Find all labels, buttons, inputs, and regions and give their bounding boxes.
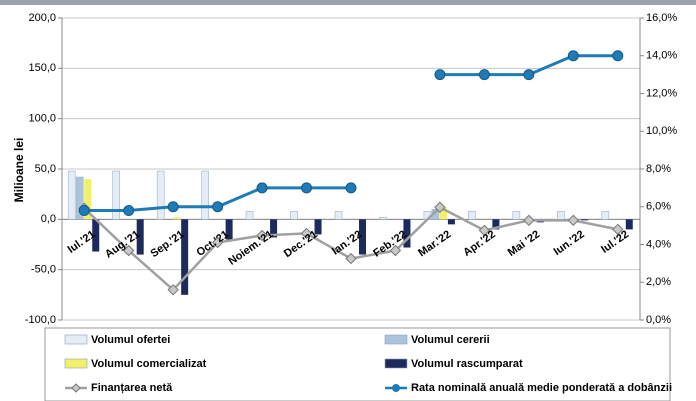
y-tick-label: 100,0 xyxy=(28,113,56,125)
y-tick-label: 50,0 xyxy=(35,163,56,175)
bar xyxy=(403,219,411,248)
legend-swatch xyxy=(384,334,408,345)
marker xyxy=(256,182,268,194)
x-tick-label: Noiem.'21 xyxy=(226,228,275,267)
bar xyxy=(270,219,278,238)
marker xyxy=(167,284,179,296)
x-tick-label: Mai '22 xyxy=(506,228,543,259)
legend-label: Volumul rascumparat xyxy=(411,358,523,370)
bar xyxy=(334,210,343,220)
bar xyxy=(75,176,84,220)
marker xyxy=(389,244,402,257)
bar xyxy=(492,219,500,230)
y-tick-label: 0,0 xyxy=(41,213,56,225)
marker xyxy=(478,224,491,237)
y2-tick-label: 10,0% xyxy=(646,125,677,137)
y2-tick-label: 2,0% xyxy=(646,276,671,288)
y-axis-title: Milioane lei xyxy=(12,138,26,203)
bar xyxy=(379,217,387,220)
marker xyxy=(567,50,579,62)
legend-label: Rata nominală anuală medie ponderată a d… xyxy=(411,382,672,394)
x-tick-label: Oct.'21 xyxy=(194,228,231,259)
bar xyxy=(201,170,209,220)
bar xyxy=(359,219,366,255)
y-tick-label: -50,0 xyxy=(31,264,56,276)
y2-tick-label: 4,0% xyxy=(646,238,671,250)
y2-tick-label: 0,0% xyxy=(646,314,671,326)
legend-marker xyxy=(71,383,81,393)
legend-label: Finanțarea netă xyxy=(91,382,173,394)
marker xyxy=(567,214,580,227)
bar xyxy=(625,219,633,230)
marker xyxy=(434,69,446,81)
marker xyxy=(211,236,224,249)
marker xyxy=(612,50,624,62)
marker xyxy=(256,229,268,242)
x-tick-label: Iun.'22 xyxy=(552,228,587,258)
bar xyxy=(112,170,120,220)
bar xyxy=(92,219,100,252)
bar xyxy=(468,210,476,220)
bar xyxy=(181,219,189,295)
legend-swatch xyxy=(384,358,408,369)
bar xyxy=(225,219,233,240)
bar xyxy=(439,207,447,220)
x-tick-label: Apr.'22 xyxy=(461,228,498,259)
x-tick-label: Mar.'22 xyxy=(416,228,453,259)
marker xyxy=(612,223,624,236)
y2-tick-label: 6,0% xyxy=(646,201,671,213)
legend-marker xyxy=(392,384,400,392)
bar xyxy=(557,210,565,220)
marker xyxy=(123,205,135,217)
bar xyxy=(290,210,298,220)
bar xyxy=(173,217,181,220)
legend-box xyxy=(44,327,671,401)
y2-tick-label: 14,0% xyxy=(646,50,677,62)
marker xyxy=(434,201,446,213)
marker xyxy=(212,201,224,213)
y-tick-label: -100,0 xyxy=(25,314,56,326)
marker xyxy=(345,182,357,194)
legend-swatch xyxy=(64,334,88,345)
legend-label: Volumul comercializat xyxy=(91,358,207,370)
x-tick-label: Iul.'22 xyxy=(599,228,631,255)
bar xyxy=(67,170,76,220)
bar xyxy=(447,219,455,225)
bar xyxy=(581,219,589,221)
bar xyxy=(512,210,521,220)
bar xyxy=(84,179,92,220)
y-tick-label: 150,0 xyxy=(28,62,56,74)
marker xyxy=(300,227,313,240)
marker xyxy=(523,69,535,81)
bar xyxy=(156,170,165,220)
marker xyxy=(301,182,313,194)
y2-tick-label: 8,0% xyxy=(646,163,671,175)
marker xyxy=(345,252,357,265)
y2-tick-label: 16,0% xyxy=(646,12,677,24)
y2-tick-label: 12,0% xyxy=(646,87,677,99)
bar xyxy=(245,210,254,220)
bar xyxy=(314,219,322,235)
x-tick-label: Sep.'21 xyxy=(148,228,186,260)
marker xyxy=(478,69,490,81)
marker xyxy=(78,205,90,217)
bar xyxy=(601,210,610,220)
top-band xyxy=(0,0,696,5)
legend-swatch xyxy=(64,358,88,369)
legend-label: Volumul ofertei xyxy=(91,334,170,346)
y-tick-label: 200,0 xyxy=(28,12,56,24)
legend-label: Volumul cererii xyxy=(411,334,490,346)
marker xyxy=(122,244,135,257)
bar xyxy=(136,219,144,255)
marker xyxy=(167,201,179,213)
marker xyxy=(523,214,535,227)
